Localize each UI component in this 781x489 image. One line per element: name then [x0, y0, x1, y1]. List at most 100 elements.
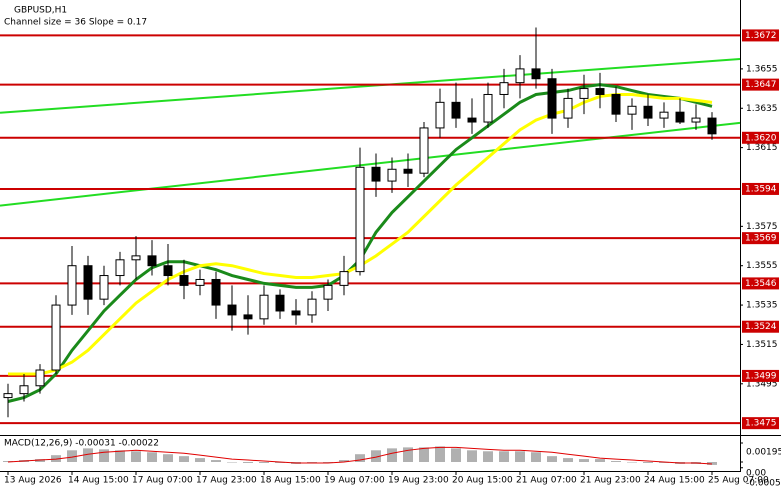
- candle-body: [323, 284, 333, 300]
- x-tick-label: 17 Aug 23:00: [196, 476, 257, 486]
- macd-bar: [179, 456, 189, 462]
- macd-bar: [643, 462, 653, 463]
- x-tick-label: 19 Aug 23:00: [388, 476, 449, 486]
- macd-label: MACD(12,26,9) -0.00031 -0.00022: [4, 439, 159, 449]
- candle-body: [67, 265, 77, 306]
- macd-bar: [323, 462, 333, 463]
- candle-body: [83, 265, 93, 300]
- x-tick-label: 25 Aug 07:00: [708, 476, 769, 486]
- candle-body: [355, 166, 365, 273]
- x-tick-label: 21 Aug 07:00: [516, 476, 577, 486]
- candle-body: [339, 271, 349, 286]
- level-label: 1.3620: [745, 133, 777, 143]
- x-tick-label: 21 Aug 23:00: [580, 476, 641, 486]
- x-tick-label: 17 Aug 07:00: [132, 476, 193, 486]
- y-tick-label: 1.3555: [746, 261, 778, 271]
- candle-body: [51, 304, 61, 371]
- macd-bar: [435, 446, 445, 462]
- macd-bar: [515, 451, 525, 462]
- macd-bar: [371, 450, 381, 462]
- level-label: 1.3546: [745, 279, 777, 289]
- macd-bar: [211, 460, 221, 462]
- channel-line: [0, 57, 741, 114]
- y-tick-label: 1.3575: [746, 222, 778, 232]
- candle-body: [643, 105, 653, 119]
- candle-body: [499, 82, 509, 95]
- macd-bar: [403, 447, 413, 462]
- macd-y-tick-label: 0.00195: [746, 448, 781, 458]
- candle-body: [451, 101, 461, 119]
- macd-bar: [627, 462, 637, 463]
- candle-body: [275, 294, 285, 312]
- level-label-box: [742, 131, 779, 144]
- level-label: 1.3594: [745, 184, 777, 194]
- level-label-box: [742, 320, 779, 333]
- macd-signal: [7, 446, 713, 465]
- y-tick-label: 1.3495: [746, 379, 778, 389]
- chart-subtitle: Channel size = 36 Slope = 0.17: [4, 18, 147, 28]
- macd-bar: [579, 459, 589, 462]
- macd-bar: [339, 460, 349, 462]
- x-tick-label: 13 Aug 2026: [4, 476, 62, 486]
- candle-body: [579, 88, 589, 99]
- macd-bar: [243, 462, 253, 463]
- candle-body: [627, 105, 637, 115]
- candle-body: [467, 117, 477, 123]
- candle-body: [195, 278, 205, 286]
- level-label-box: [742, 29, 779, 42]
- macd-bar: [259, 462, 269, 463]
- macd-y-tick-label: 0.00: [746, 469, 766, 479]
- x-tick-label: 19 Aug 07:00: [324, 476, 385, 486]
- candle-body: [691, 117, 701, 123]
- macd-bar: [83, 448, 93, 462]
- candle-body: [435, 101, 445, 129]
- candle-body: [259, 294, 269, 320]
- level-label-box: [742, 277, 779, 290]
- candle-body: [291, 310, 301, 316]
- level-label: 1.3475: [745, 419, 777, 429]
- candle-body: [19, 385, 29, 395]
- y-tick-label: 1.3655: [746, 64, 778, 74]
- x-tick-label: 24 Aug 15:00: [644, 476, 705, 486]
- candle-body: [147, 255, 157, 267]
- level-label-box: [742, 417, 779, 430]
- level-label: 1.3499: [745, 371, 777, 381]
- candle-body: [163, 265, 173, 277]
- macd-bar: [387, 448, 397, 462]
- level-label-box: [742, 369, 779, 382]
- candle-body: [659, 111, 669, 119]
- candle-body: [563, 97, 573, 119]
- candle-body: [115, 259, 125, 277]
- macd-bar: [563, 458, 573, 462]
- candle-body: [387, 168, 397, 182]
- level-label-box: [742, 232, 779, 245]
- macd-bar: [195, 458, 205, 462]
- macd-bar: [531, 452, 541, 462]
- macd-bar: [99, 449, 109, 462]
- candle-body: [675, 111, 685, 123]
- level-label: 1.3672: [745, 31, 777, 41]
- candle-body: [371, 166, 381, 182]
- candle-body: [307, 298, 317, 316]
- macd-bar: [467, 450, 477, 462]
- x-tick-label: 18 Aug 15:00: [260, 476, 321, 486]
- candle-body: [515, 68, 525, 84]
- candle-body: [531, 68, 541, 80]
- macd-bar: [611, 461, 621, 462]
- channel-line: [0, 121, 741, 207]
- x-tick-label: 14 Aug 15:00: [68, 476, 129, 486]
- y-tick-label: 1.3615: [746, 143, 778, 153]
- x-tick-label: 20 Aug 15:00: [452, 476, 513, 486]
- macd-bar: [547, 456, 557, 462]
- macd-bar: [355, 454, 365, 462]
- macd-bar: [163, 454, 173, 462]
- macd-bar: [499, 451, 509, 462]
- chart-title: GBPUSD,H1: [14, 6, 67, 16]
- macd-bar: [227, 462, 237, 463]
- level-label: 1.3647: [745, 80, 777, 90]
- candle-body: [227, 304, 237, 316]
- macd-bar: [483, 451, 493, 462]
- level-label-box: [742, 78, 779, 91]
